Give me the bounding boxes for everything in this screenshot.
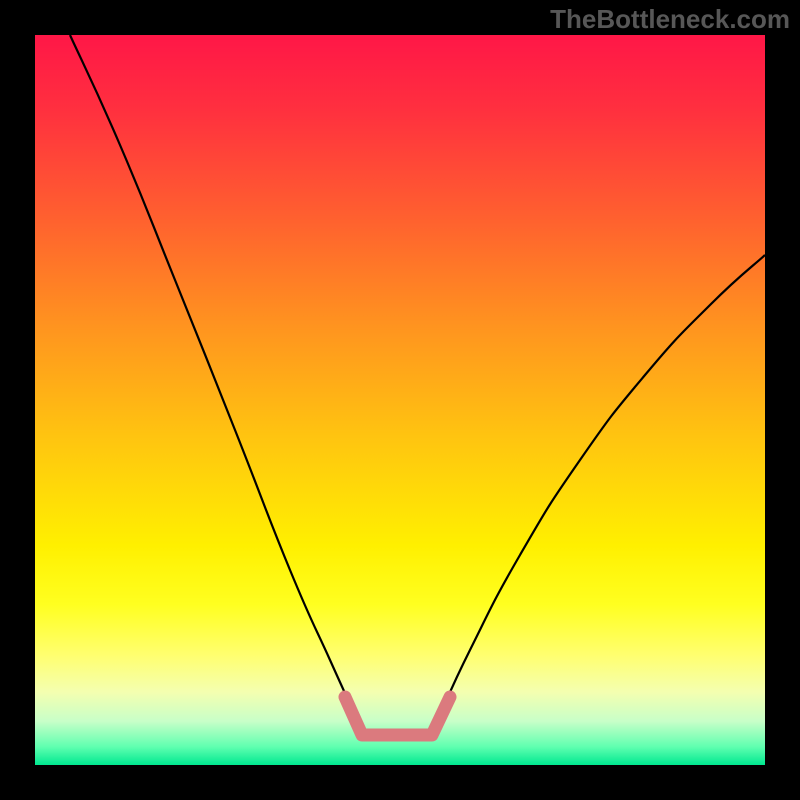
gradient-background [35, 35, 765, 765]
frame-right [765, 0, 800, 800]
watermark-text: TheBottleneck.com [550, 4, 790, 35]
frame-bottom [0, 765, 800, 800]
frame-left [0, 0, 35, 800]
bottleneck-chart [0, 0, 800, 800]
